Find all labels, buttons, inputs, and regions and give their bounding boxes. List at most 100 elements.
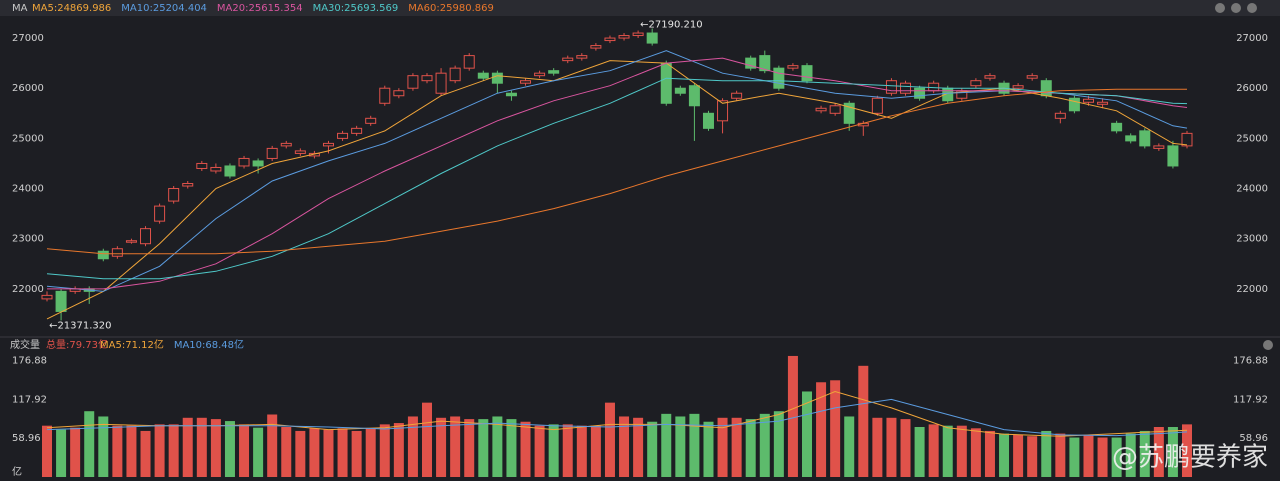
candle-body	[745, 57, 757, 69]
candle-body	[787, 65, 799, 69]
volume-bar	[816, 382, 827, 477]
y-tick-label-right: 176.88	[1233, 356, 1268, 367]
ma-line	[47, 57, 1188, 290]
candle-body	[576, 55, 588, 59]
volume-bar	[98, 416, 109, 477]
settings-button[interactable]	[1263, 340, 1273, 350]
volume-bar	[633, 417, 644, 477]
ma-line	[46, 390, 1188, 437]
candle-body	[1111, 122, 1123, 132]
legend-entry: MA20:25615.354	[217, 3, 303, 14]
annotation: ←21371.320	[49, 320, 111, 331]
volume-bar	[196, 417, 207, 477]
volume-bar	[844, 416, 855, 477]
candle-body	[702, 112, 714, 129]
volume-bar	[478, 419, 489, 477]
candle-body	[1068, 97, 1080, 112]
collapse-button[interactable]	[1215, 3, 1225, 13]
candle-body	[224, 165, 236, 177]
candle-body	[562, 57, 574, 62]
volume-bar	[112, 425, 123, 477]
volume-bar	[1111, 437, 1122, 477]
candle-body	[815, 107, 827, 112]
candle-body	[463, 55, 475, 69]
volume-bar	[787, 355, 798, 477]
legend-entry: MA10:68.48亿	[174, 338, 244, 351]
volume-bar	[1167, 427, 1178, 477]
candle-body	[914, 87, 926, 99]
candle-body	[266, 147, 278, 159]
volume-bar	[281, 427, 292, 477]
volume-bar	[900, 419, 911, 477]
volume-bar	[548, 424, 559, 477]
candle-body	[1167, 145, 1179, 167]
volume-bar	[647, 421, 658, 477]
candle-body	[196, 162, 208, 169]
y-tick-label-right: 58.96	[1239, 433, 1268, 444]
candle-body	[393, 90, 405, 97]
y-tick-label-right: 27000	[1236, 33, 1268, 44]
candle-body	[252, 160, 264, 167]
volume-bar	[970, 428, 981, 477]
candle-body	[365, 117, 377, 124]
volume-bar	[689, 413, 700, 477]
volume-bar	[267, 414, 278, 477]
volume-bar	[675, 416, 686, 477]
candle-body	[55, 290, 67, 312]
volume-bar	[464, 419, 475, 477]
y-tick-label-right: 23000	[1236, 234, 1268, 245]
volume-bar	[224, 421, 235, 477]
volume-bar	[1083, 434, 1094, 477]
candle-body	[407, 75, 419, 89]
candle-body	[674, 87, 686, 94]
y-tick-label: 25000	[12, 133, 44, 144]
ma-line	[46, 398, 1188, 437]
volume-bar	[393, 423, 404, 477]
y-tick-label: 117.92	[12, 394, 47, 405]
volume-bar	[84, 411, 95, 477]
candle-body	[731, 92, 743, 99]
candle-body	[238, 157, 250, 167]
volume-bar	[562, 424, 573, 477]
y-tick-label-right: 24000	[1236, 184, 1268, 195]
candle-body	[885, 80, 897, 94]
candle-body	[294, 150, 306, 154]
candle-body	[717, 100, 729, 122]
volume-bar	[872, 417, 883, 477]
volume-bar	[56, 429, 67, 477]
close-button[interactable]	[1247, 3, 1257, 13]
add-button[interactable]	[1231, 3, 1241, 13]
candle-body	[379, 87, 391, 104]
candle-body	[632, 32, 644, 37]
volume-bar	[1139, 430, 1150, 477]
volume-total: 总量:79.73亿	[46, 338, 108, 351]
candle-body	[534, 72, 546, 77]
volume-bar	[661, 413, 672, 477]
volume-bar	[309, 428, 320, 477]
candle-body	[688, 85, 700, 107]
candle-body	[604, 37, 616, 42]
ma-line	[46, 88, 1187, 255]
candle-body	[97, 250, 109, 260]
candle-body	[337, 132, 349, 139]
candle-body	[1082, 98, 1094, 103]
volume-bar	[956, 425, 967, 477]
candle-body	[1040, 80, 1052, 97]
candle-body	[421, 75, 433, 82]
candle-body	[646, 32, 658, 44]
candle-body	[1054, 112, 1066, 119]
candle-body	[435, 72, 447, 94]
volume-header: 成交量	[10, 338, 40, 351]
volume-bar	[253, 427, 264, 477]
y-tick-label-right: 26000	[1236, 83, 1268, 94]
volume-bar	[1097, 437, 1108, 477]
candle-body	[590, 45, 602, 49]
y-tick-label: 22000	[12, 284, 44, 295]
volume-bar	[984, 430, 995, 477]
candle-body	[505, 92, 517, 97]
y-tick-label: 27000	[12, 33, 44, 44]
price-header: MA	[12, 3, 28, 14]
volume-bar	[520, 421, 531, 477]
volume-bar	[422, 402, 432, 477]
volume-bar	[745, 419, 756, 477]
